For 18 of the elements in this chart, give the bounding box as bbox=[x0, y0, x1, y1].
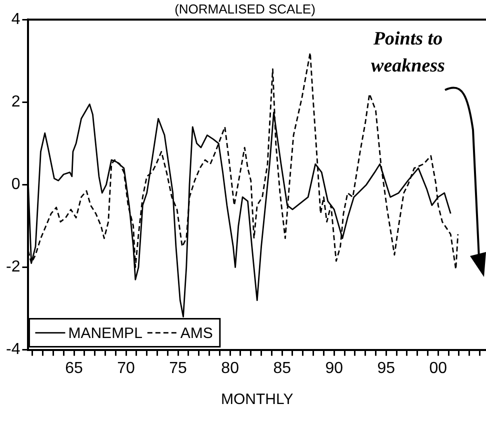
x-tick-label: 70 bbox=[117, 360, 136, 377]
x-tick-label: 85 bbox=[273, 360, 292, 377]
y-tick-label: 4 bbox=[11, 11, 20, 28]
chart-title: (NORMALISED SCALE) bbox=[174, 1, 316, 16]
y-tick-label: 0 bbox=[11, 176, 20, 194]
legend-label: MANEMPL bbox=[68, 324, 142, 342]
x-tick-label: 95 bbox=[377, 360, 396, 377]
x-tick-label: 80 bbox=[221, 360, 240, 377]
x-tick-label: 75 bbox=[169, 360, 188, 377]
y-tick-label: -2 bbox=[6, 258, 20, 276]
y-tick-label: -4 bbox=[6, 341, 20, 358]
x-axis-title: MONTHLY bbox=[220, 391, 294, 408]
x-tick-label: 65 bbox=[65, 360, 84, 377]
x-tick-label: 90 bbox=[325, 360, 344, 377]
legend-label: AMS bbox=[180, 324, 213, 342]
annotation: Points to weakness bbox=[371, 28, 445, 77]
x-tick-label: 00 bbox=[429, 360, 448, 377]
y-tick-label: 2 bbox=[11, 94, 20, 111]
